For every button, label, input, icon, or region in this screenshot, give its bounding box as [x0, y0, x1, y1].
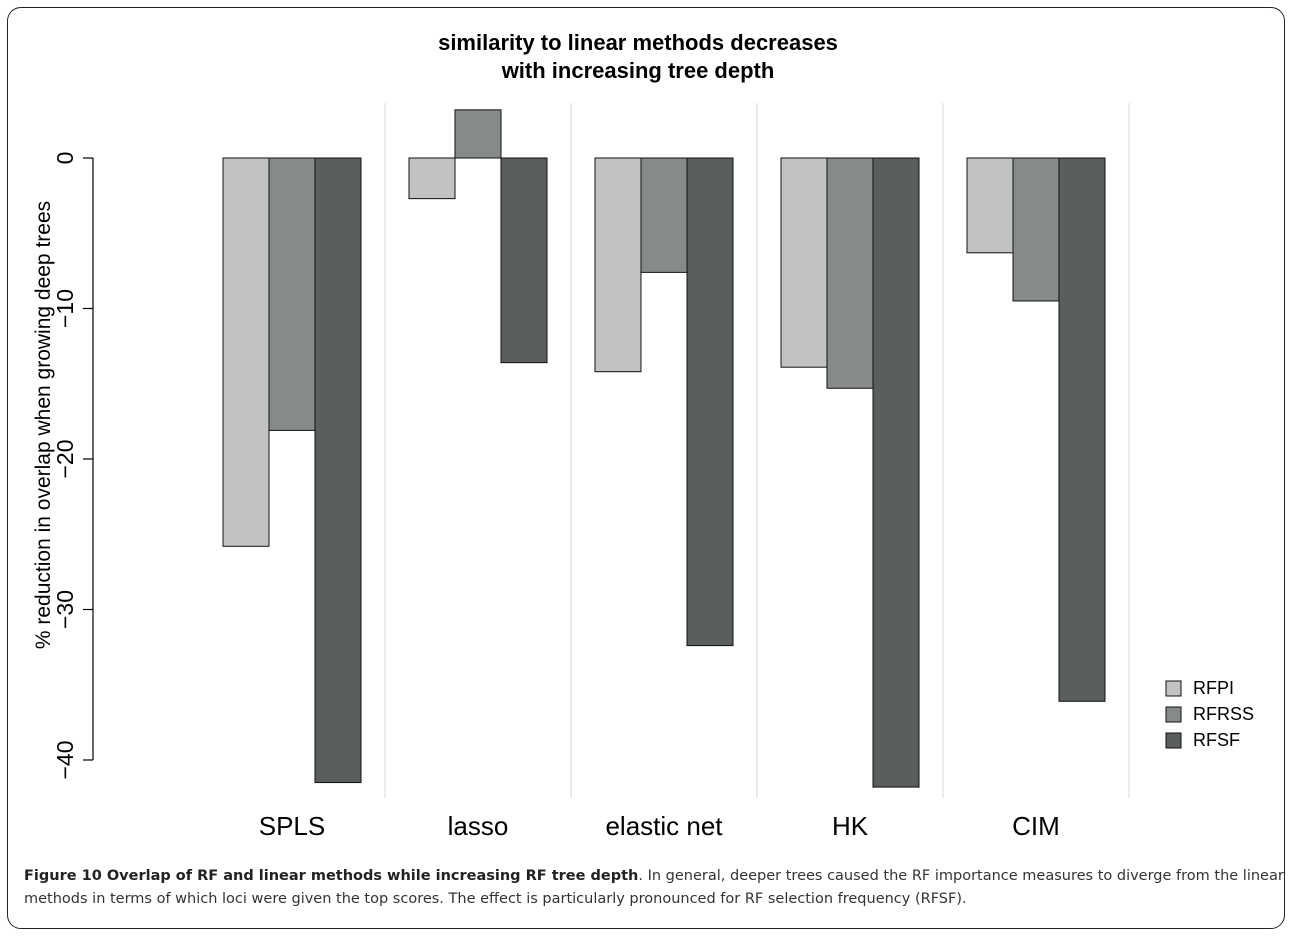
category-label-cim: CIM — [1012, 811, 1060, 841]
bar-spls-rfpi — [222, 157, 270, 547]
legend-swatch-rfrss — [1165, 706, 1182, 723]
legend-label-rfrss: RFRSS — [1193, 704, 1254, 724]
y-axis-title: % reduction in overlap when growing deep… — [32, 201, 55, 649]
category-label-elastic-net: elastic net — [605, 811, 723, 841]
bar-elastic-net-rfpi — [594, 157, 642, 373]
y-axis: 0 −10 −20 −30 −40 — [52, 152, 94, 780]
bar-cim-rfsf — [1058, 157, 1106, 702]
legend-label-rfpi: RFPI — [1193, 678, 1234, 698]
category-label-spls: SPLS — [259, 811, 326, 841]
bar-elastic-net-rfsf — [686, 157, 734, 647]
bar-spls-rfrss — [268, 157, 316, 431]
category-label-hk: HK — [832, 811, 869, 841]
bar-lasso-rfsf — [500, 157, 548, 364]
bar-lasso-rfpi — [408, 157, 456, 200]
figure-frame: similarity to linear methods decreases w… — [7, 7, 1285, 929]
category-label-lasso: lasso — [448, 811, 509, 841]
y-tick-label: −30 — [52, 590, 78, 629]
bars — [222, 109, 1106, 788]
chart-plot: similarity to linear methods decreases w… — [32, 30, 1254, 841]
y-tick-label: −10 — [52, 289, 78, 328]
bar-cim-rfrss — [1012, 157, 1060, 302]
chart-title-line-1: similarity to linear methods decreases — [438, 30, 838, 55]
legend-swatch-rfpi — [1165, 680, 1182, 697]
bar-hk-rfsf — [872, 157, 920, 788]
legend: RFPI RFRSS RFSF — [1165, 678, 1254, 750]
bar-hk-rfpi — [780, 157, 828, 368]
chart-title-line-2: with increasing tree depth — [501, 58, 775, 83]
bar-cim-rfpi — [966, 157, 1014, 254]
y-tick-label: −40 — [52, 740, 78, 779]
bar-spls-rfsf — [314, 157, 362, 784]
x-axis-category-labels: SPLS lasso elastic net HK CIM — [259, 811, 1060, 841]
legend-swatch-rfsf — [1165, 732, 1182, 749]
y-tick-label: −20 — [52, 439, 78, 478]
group-separators — [384, 103, 1130, 798]
legend-label-rfsf: RFSF — [1193, 730, 1240, 750]
y-tick-label: 0 — [52, 152, 78, 165]
bar-hk-rfrss — [826, 157, 874, 389]
caption-title: Figure 10 Overlap of RF and linear metho… — [24, 868, 639, 884]
bar-lasso-rfrss — [454, 109, 502, 159]
bar-elastic-net-rfrss — [640, 157, 688, 273]
caption-text: . In general, deeper trees caused the RF… — [24, 868, 1284, 907]
chart-title: similarity to linear methods decreases w… — [438, 30, 838, 83]
figure-caption: Figure 10 Overlap of RF and linear metho… — [24, 865, 1284, 911]
